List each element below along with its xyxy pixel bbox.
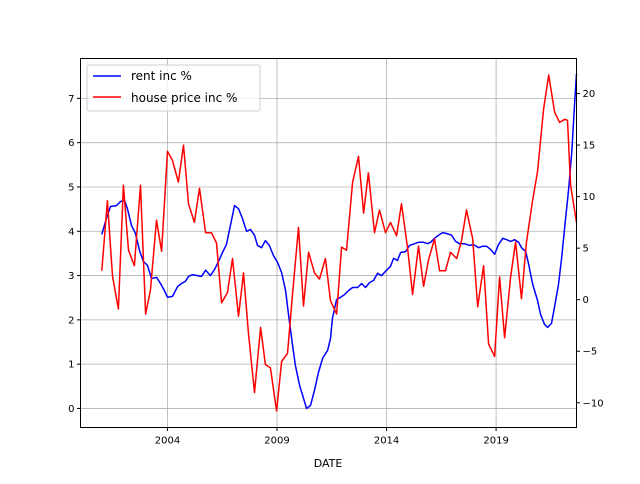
- left-y-tick-label: 0: [68, 404, 74, 415]
- right-y-tick-label: 20: [583, 89, 596, 100]
- right-y-tick-label: −10: [583, 398, 604, 409]
- legend-label-house-price: house price inc %: [131, 91, 237, 105]
- legend-label-rent: rent inc %: [131, 69, 192, 83]
- x-tick-label: 2014: [374, 436, 399, 447]
- left-y-tick-label: 1: [68, 360, 74, 371]
- right-y-tick-label: 5: [583, 244, 589, 255]
- right-y-axis: −10 −5 0 5 10 15 20: [576, 89, 604, 409]
- right-y-tick-label: −5: [583, 347, 598, 358]
- x-tick-label: 2009: [264, 436, 289, 447]
- x-axis: 2004 2009 2014 2019: [155, 427, 509, 447]
- legend: rent inc % house price inc %: [86, 64, 261, 112]
- plot-frame: [80, 58, 577, 428]
- left-y-tick-label: 6: [68, 138, 74, 149]
- left-y-tick-label: 4: [68, 227, 74, 238]
- series-line-house-price: [101, 74, 578, 412]
- x-tick-label: 2019: [483, 436, 508, 447]
- right-y-tick-label: 15: [583, 141, 596, 152]
- series-line-rent: [101, 73, 578, 410]
- left-y-axis: 0 1 2 3 4 5 6 7: [68, 94, 81, 415]
- left-y-tick-label: 2: [68, 315, 74, 326]
- series-lines: [101, 73, 578, 412]
- left-y-tick-label: 7: [68, 94, 74, 105]
- x-tick-label: 2004: [155, 436, 180, 447]
- left-y-tick-label: 5: [68, 182, 74, 193]
- x-axis-label: DATE: [314, 457, 343, 470]
- legend-box: [86, 64, 261, 112]
- right-y-tick-label: 0: [583, 295, 589, 306]
- left-y-tick-label: 3: [68, 271, 74, 282]
- right-y-tick-label: 10: [583, 192, 596, 203]
